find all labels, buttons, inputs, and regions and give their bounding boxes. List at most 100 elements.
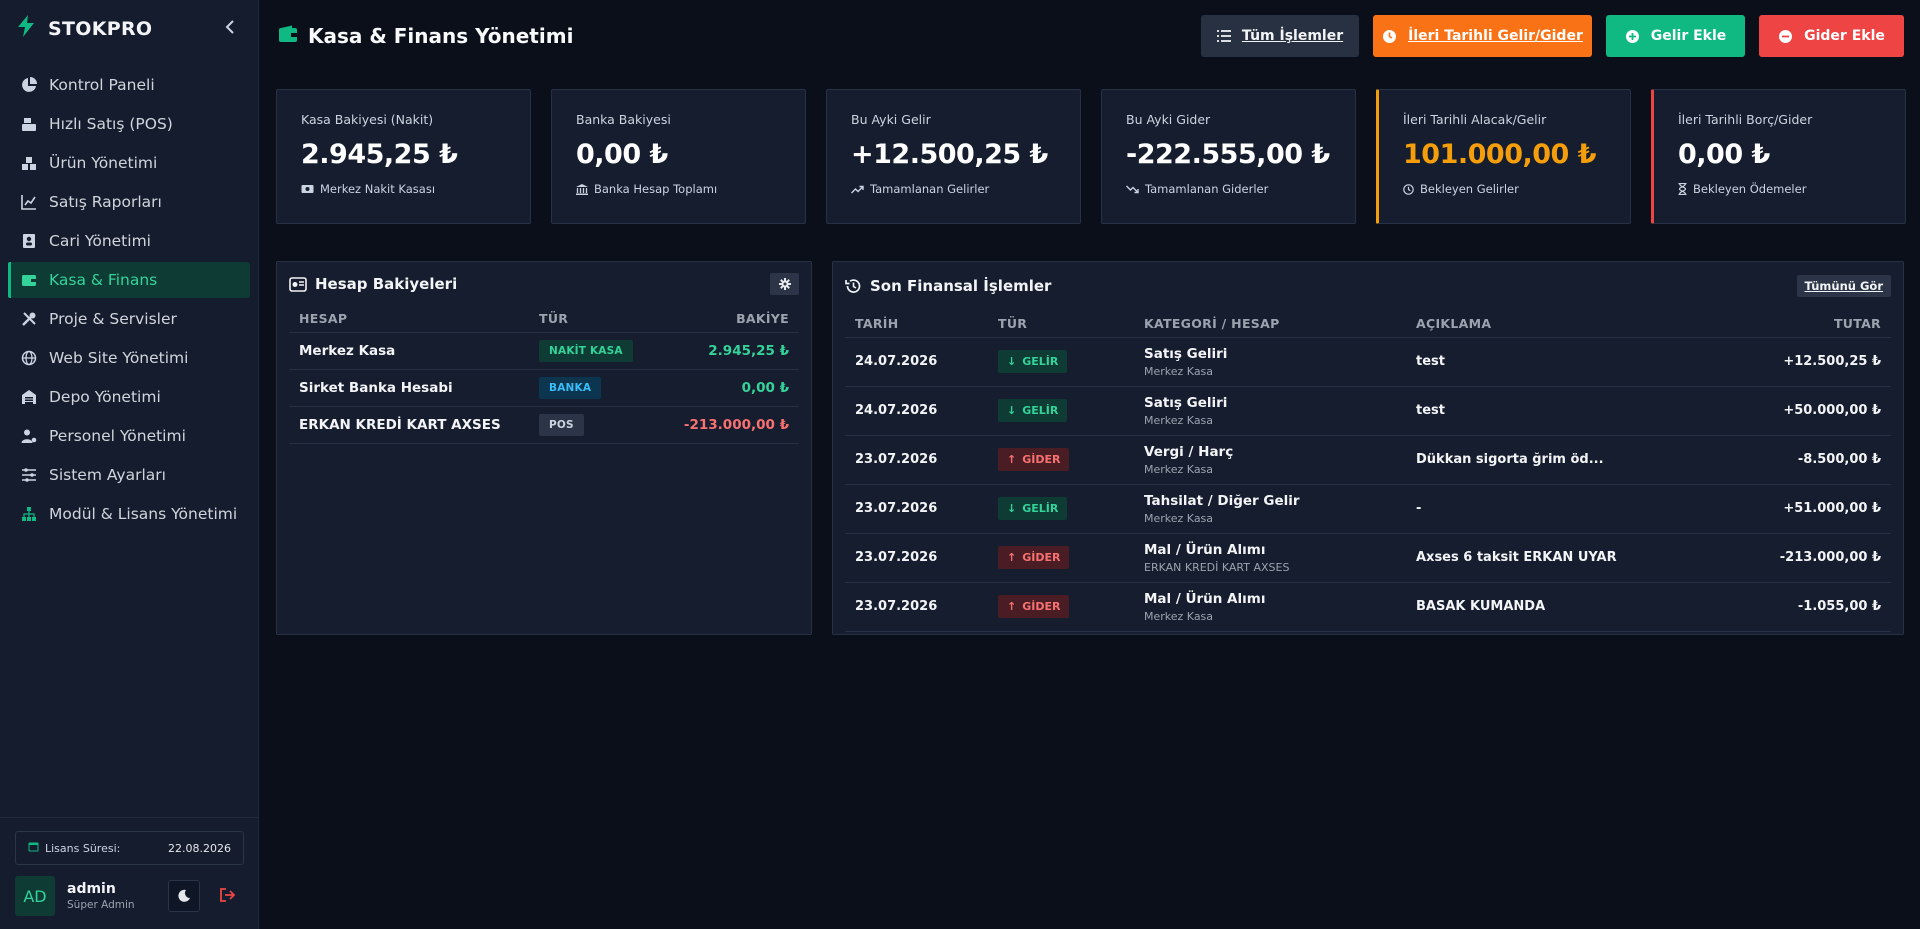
table-row[interactable]: 24.07.2026 ↓ GELİR Satış Geliri Merkez Kas…	[845, 386, 1891, 436]
income-badge: ↓ GELİR	[998, 497, 1068, 520]
user-name: admin	[67, 881, 116, 897]
transaction-category: Satış Geliri	[1144, 345, 1228, 362]
badge-text: GİDER	[1022, 600, 1061, 613]
calendar-icon	[28, 841, 39, 855]
theme-toggle-button[interactable]	[168, 880, 200, 912]
table-row[interactable]: Sirket Banka Hesabi BANKA 0,00 ₺	[289, 369, 799, 407]
card-label: Bu Ayki Gelir	[851, 112, 931, 127]
column-header: TÜR	[529, 306, 658, 333]
transaction-description: Axses 6 taksit ERKAN UYAR	[1406, 533, 1720, 583]
page-title-text: Kasa & Finans Yönetimi	[308, 24, 574, 48]
card-sub-text: Banka Hesap Toplamı	[594, 182, 718, 196]
settings-button[interactable]	[770, 273, 799, 295]
panel-header: Hesap Bakiyeleri	[277, 262, 811, 306]
boxes-icon	[20, 154, 38, 172]
card-label: İleri Tarihli Borç/Gider	[1678, 112, 1813, 127]
transaction-type-cell: ↑ GİDER	[988, 582, 1134, 632]
sidebar-item-web-site[interactable]: Web Site Yönetimi	[8, 340, 250, 376]
account-type-badge: BANKA	[539, 376, 602, 399]
all-transactions-button[interactable]: Tüm İşlemler	[1201, 15, 1359, 57]
sidebar-item-modul-lisans[interactable]: Modül & Lisans Yönetimi	[8, 496, 250, 532]
table-header-row: TARİH TÜR KATEGORİ / HESAP AÇIKLAMA TUTA…	[845, 310, 1891, 338]
warehouse-icon	[20, 388, 38, 406]
expense-badge: ↑ GİDER	[998, 595, 1070, 618]
transaction-description: BASAK KUMANDA	[1406, 582, 1720, 632]
card-month-income: Bu Ayki Gelir +12.500,25 ₺ Tamamlanan Ge…	[826, 89, 1081, 224]
logout-button[interactable]	[212, 880, 244, 912]
transaction-type-cell: ↓ GELİR	[988, 386, 1134, 436]
card-sub-text: Bekleyen Gelirler	[1420, 182, 1519, 196]
trend-down-icon	[1126, 185, 1139, 194]
panel-header: Son Finansal İşlemler Tümünü Gör	[833, 262, 1903, 310]
sidebar-item-kasa-finans[interactable]: Kasa & Finans	[8, 262, 250, 298]
wallet-icon	[278, 25, 298, 47]
sidebar-item-satis-raporlari[interactable]: Satış Raporları	[8, 184, 250, 220]
top-actions: Tüm İşlemler İleri Tarihli Gelir/Gider G…	[1187, 15, 1904, 57]
sidebar-item-personel[interactable]: Personel Yönetimi	[8, 418, 250, 454]
transaction-category-cell: Mal / Ürün Alımı Merkez Kasa	[1134, 582, 1406, 632]
panel-title: Hesap Bakiyeleri	[315, 275, 458, 293]
user-info: admin Süper Admin	[67, 881, 135, 911]
column-header: TÜR	[988, 310, 1134, 338]
table-row[interactable]: 23.07.2026 ↓ GELİR Tahsilat / Diğer Gelir…	[845, 484, 1891, 534]
account-type-cell: NAKİT KASA	[529, 332, 658, 370]
future-transactions-button[interactable]: İleri Tarihli Gelir/Gider	[1373, 15, 1592, 57]
sidebar-item-kontrol-paneli[interactable]: Kontrol Paneli	[8, 67, 250, 103]
brand-name: STOKPRO	[48, 18, 153, 40]
transaction-type-cell: ↑ GİDER	[988, 533, 1134, 583]
add-income-label: Gelir Ekle	[1650, 28, 1727, 44]
tools-icon	[20, 310, 38, 328]
transaction-type-cell: ↓ GELİR	[988, 337, 1134, 387]
badge-text: GELİR	[1022, 404, 1059, 417]
sidebar-item-label: Kasa & Finans	[49, 271, 158, 289]
badge-text: GELİR	[1022, 355, 1059, 368]
account-card-icon	[289, 276, 307, 292]
badge-text: GELİR	[1022, 502, 1059, 515]
account-balance: -213.000,00 ₺	[657, 406, 799, 444]
table-row[interactable]: 23.07.2026 ↑ GİDER Mal / Ürün Alımı Merkez…	[845, 582, 1891, 632]
chevron-left-icon[interactable]	[224, 19, 236, 40]
list-icon	[1216, 30, 1231, 42]
sidebar-footer: Lisans Süresi: 22.08.2026 AD admin Süper…	[0, 817, 259, 929]
table-row[interactable]: 24.07.2026 ↓ GELİR Satış Geliri Merkez Kas…	[845, 337, 1891, 387]
table-row[interactable]: 23.07.2026 ↑ GİDER Vergi / Harç Merkez Kas…	[845, 435, 1891, 485]
license-label: Lisans Süresi:	[45, 841, 121, 855]
see-all-button[interactable]: Tümünü Gör	[1796, 275, 1891, 297]
arrow-down-icon: ↓	[1007, 502, 1017, 515]
sidebar-nav: Kontrol Paneli Hızlı Satış (POS) Ürün Yö…	[0, 67, 258, 532]
table-header-row: HESAP TÜR BAKİYE	[289, 306, 799, 333]
table-row[interactable]: 23.07.2026 ↑ GİDER Mal / Ürün Alımı ERKAN …	[845, 533, 1891, 583]
sidebar-item-urun-yonetimi[interactable]: Ürün Yönetimi	[8, 145, 250, 181]
column-header: BAKİYE	[657, 306, 799, 333]
sidebar-item-hizli-satis[interactable]: Hızlı Satış (POS)	[8, 106, 250, 142]
transaction-date: 23.07.2026	[845, 582, 988, 632]
summary-cards: Kasa Bakiyesi (Nakit) 2.945,25 ₺ Merkez …	[276, 89, 1906, 224]
sidebar-item-proje-servisler[interactable]: Proje & Servisler	[8, 301, 250, 337]
table-row[interactable]: Merkez Kasa NAKİT KASA 2.945,25 ₺	[289, 332, 799, 370]
add-income-button[interactable]: Gelir Ekle	[1606, 15, 1745, 57]
transaction-category: Satış Geliri	[1144, 394, 1228, 411]
card-label: Bu Ayki Gider	[1126, 112, 1211, 127]
column-header: KATEGORİ / HESAP	[1134, 310, 1406, 338]
sidebar-item-label: Ürün Yönetimi	[49, 154, 158, 172]
sidebar: STOKPRO Kontrol Paneli Hızlı Satış (POS)…	[0, 0, 259, 929]
sidebar-item-cari-yonetimi[interactable]: Cari Yönetimi	[8, 223, 250, 259]
transaction-account: Merkez Kasa	[1144, 609, 1214, 623]
arrow-down-icon: ↓	[1007, 404, 1017, 417]
table-row[interactable]: ERKAN KREDİ KART AXSES POS -213.000,00 ₺	[289, 406, 799, 444]
future-transactions-label: İleri Tarihli Gelir/Gider	[1408, 28, 1583, 44]
pie-chart-icon	[20, 76, 38, 94]
topbar: Kasa & Finans Yönetimi Tüm İşlemler İler…	[260, 0, 1920, 73]
transaction-account: Merkez Kasa	[1144, 364, 1214, 378]
sidebar-item-sistem-ayarlari[interactable]: Sistem Ayarları	[8, 457, 250, 493]
badge-text: GİDER	[1022, 453, 1061, 466]
sidebar-item-label: Web Site Yönetimi	[49, 349, 189, 367]
sidebar-item-label: Kontrol Paneli	[49, 76, 155, 94]
sidebar-item-depo-yonetimi[interactable]: Depo Yönetimi	[8, 379, 250, 415]
card-sub-text: Tamamlanan Gelirler	[870, 182, 990, 196]
globe-icon	[20, 349, 38, 367]
transaction-account: Merkez Kasa	[1144, 462, 1214, 476]
add-expense-button[interactable]: Gider Ekle	[1759, 15, 1904, 57]
transaction-category-cell: Mal / Ürün Alımı ERKAN KREDİ KART AXSES	[1134, 533, 1406, 583]
license-info: Lisans Süresi: 22.08.2026	[15, 831, 244, 865]
